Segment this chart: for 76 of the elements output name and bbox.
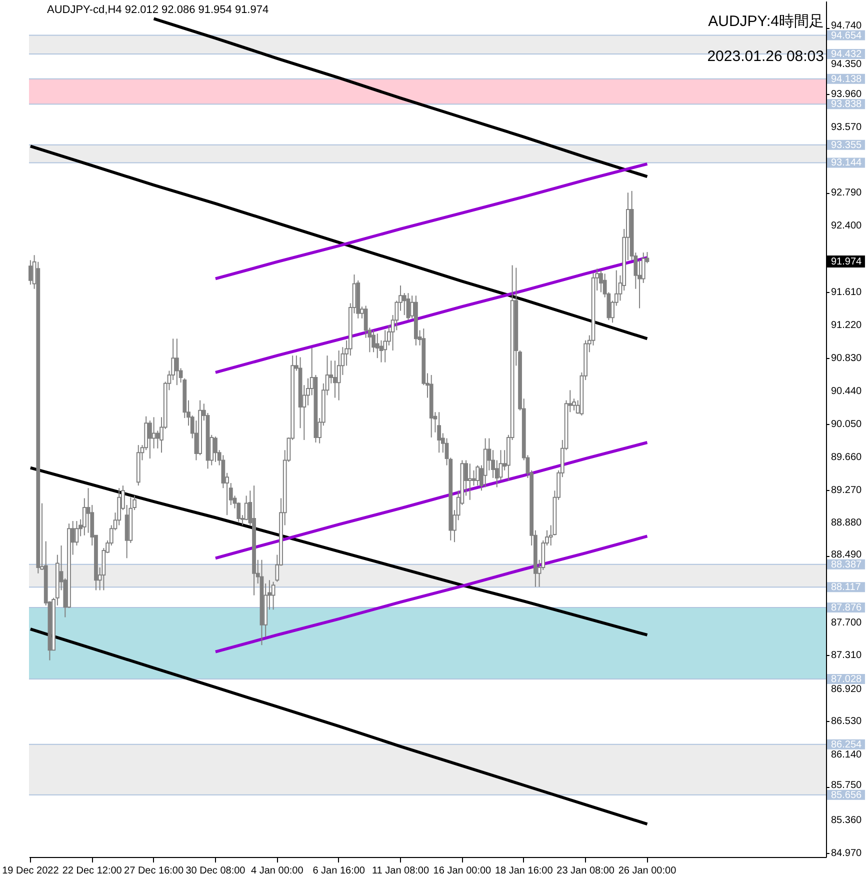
y-tick-label: 89.270 [831, 484, 862, 496]
candlestick [148, 420, 152, 460]
candlestick [437, 412, 442, 454]
y-tick-label: 93.570 [831, 122, 862, 133]
ref-line-label: 93.144 [831, 158, 862, 169]
ref-line-label: 94.654 [831, 30, 862, 42]
y-tick-label: 93.960 [831, 88, 862, 100]
x-tick-label: 27 Dec 16:00 [124, 866, 184, 876]
x-tick-label: 19 Dec 2022 [2, 866, 60, 876]
y-tick-label: 92.400 [831, 220, 862, 232]
candlestick [244, 495, 248, 521]
candlestick [271, 581, 276, 610]
y-tick-label: 87.310 [831, 650, 862, 662]
y-tick-label: 85.360 [831, 814, 862, 826]
x-tick-label: 26 Jan 00:00 [618, 866, 677, 876]
annotation: AUDJPY:4時間足 [708, 13, 824, 30]
ref-line-label: 94.432 [831, 49, 862, 60]
annotation: AUDJPY-cd,H4 92.012 92.086 91.954 91.974 [47, 4, 269, 16]
y-tick-label: 88.490 [831, 549, 862, 560]
y-tick-label: 88.880 [831, 518, 862, 529]
line-series [214, 441, 649, 560]
x-tick-label: 23 Jan 08:00 [556, 866, 615, 876]
x-tick-label: 30 Dec 08:00 [186, 866, 246, 876]
candlestick [333, 360, 337, 398]
annotation: 91.974 [831, 256, 862, 268]
y-tick-label: 84.970 [831, 848, 862, 859]
y-tick-label: 89.660 [831, 452, 862, 463]
line-series [152, 17, 649, 178]
candlestick [468, 463, 472, 500]
candlestick [375, 333, 380, 359]
candlestick [476, 464, 480, 486]
y-tick-label: 91.610 [831, 287, 862, 298]
ref-line-label: 88.387 [831, 559, 862, 570]
y-tick-label: 86.920 [831, 684, 862, 696]
candlestick [214, 436, 218, 462]
candlestick [402, 292, 406, 316]
ref-line-label: 87.028 [831, 674, 862, 686]
line-series [214, 256, 649, 374]
ref-line-label: 93.838 [831, 99, 862, 110]
x-tick-label: 4 Jan 00:00 [251, 866, 304, 876]
x-tick-label: 18 Jan 16:00 [494, 866, 554, 876]
x-tick-label: 6 Jan 16:00 [312, 866, 366, 876]
x-tick-label: 22 Dec 12:00 [62, 866, 122, 876]
candlestick [28, 260, 32, 286]
y-tick-label: 86.140 [831, 749, 862, 760]
candlestick [156, 430, 160, 449]
candlestick [336, 350, 341, 401]
y-tick-label: 94.350 [831, 59, 862, 70]
y-tick-label: 86.530 [831, 716, 862, 728]
candlestick [74, 520, 79, 546]
candlestick [406, 292, 410, 321]
x-tick-label: 11 Jan 08:00 [372, 866, 430, 876]
y-tick-label: 90.830 [831, 353, 862, 364]
candlestick [152, 416, 156, 449]
ref-line-label: 86.254 [831, 739, 862, 750]
ref-line-label: 85.656 [831, 790, 862, 801]
candlestick [174, 338, 179, 386]
annotation: 2023.01.26 08:03 [707, 48, 824, 65]
candlestick [472, 470, 476, 486]
ref-line-label: 94.138 [831, 74, 862, 85]
y-tick-label: 92.790 [831, 188, 862, 199]
line-series [214, 162, 649, 280]
y-tick-label: 94.740 [831, 20, 862, 32]
line-series [214, 534, 649, 654]
line-series [29, 628, 649, 826]
ref-line-label: 87.876 [831, 602, 862, 614]
line-series [29, 144, 649, 340]
line-series [29, 466, 649, 636]
y-tick-label: 90.440 [831, 386, 862, 398]
y-tick-label: 87.700 [831, 617, 862, 628]
y-tick-label: 90.050 [831, 418, 862, 430]
y-tick-label: 85.750 [831, 780, 862, 791]
ref-line-label: 93.355 [831, 140, 862, 151]
ref-line-label: 88.117 [831, 582, 862, 594]
x-tick-label: 16 Jan 00:00 [433, 866, 492, 876]
y-tick-label: 91.220 [831, 320, 862, 332]
